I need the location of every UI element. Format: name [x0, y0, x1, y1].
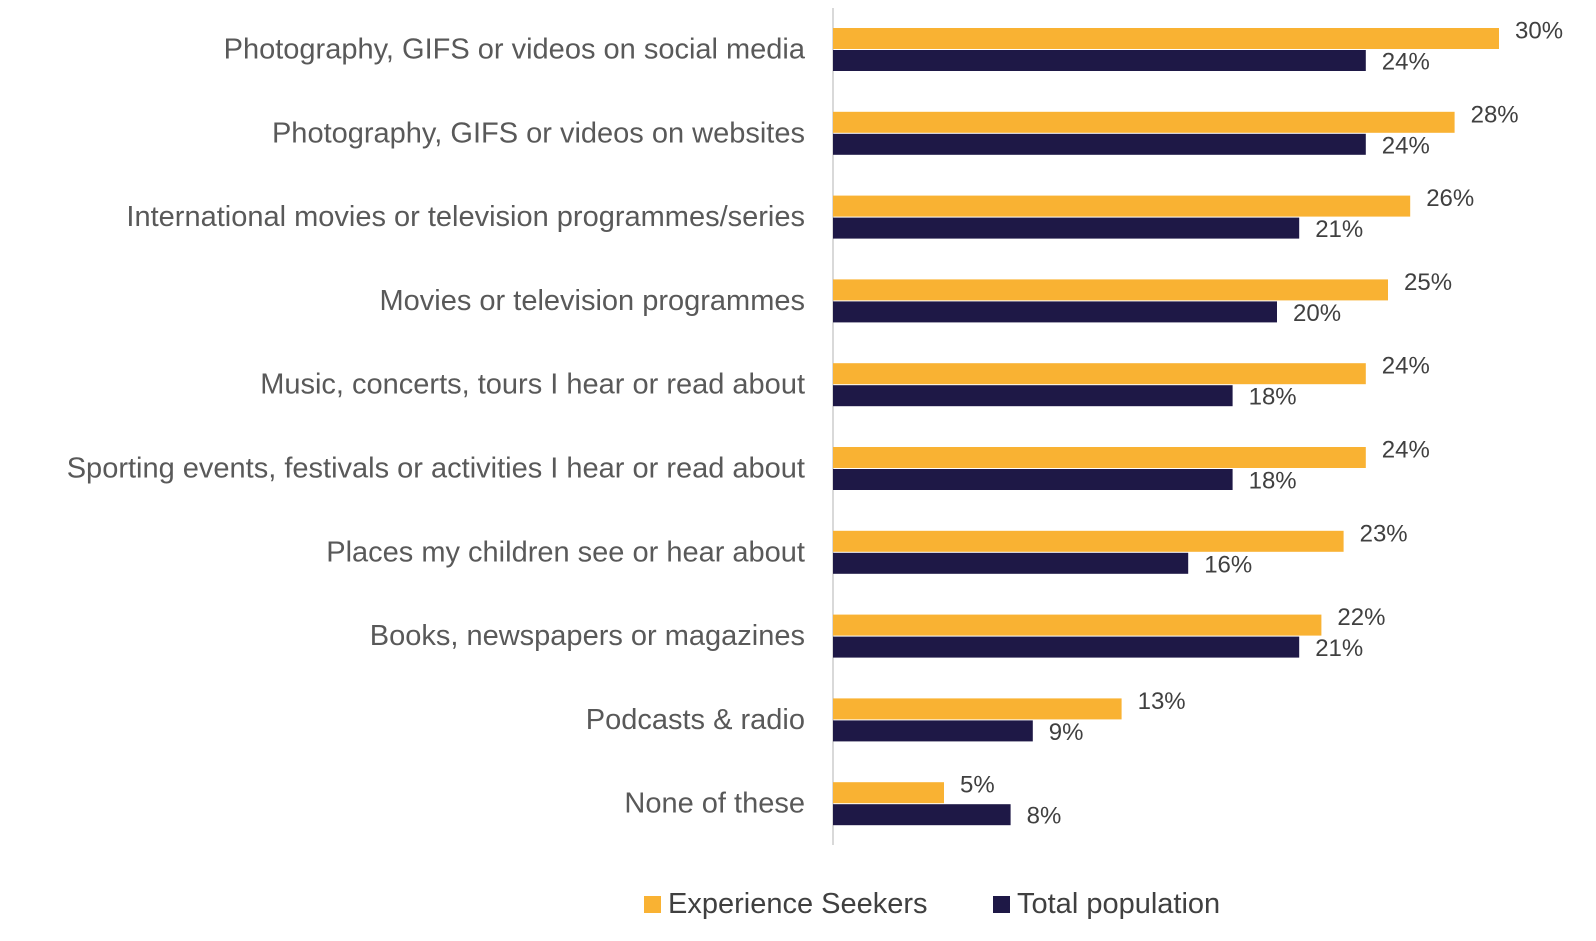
bar-total-population	[833, 720, 1033, 742]
category-label: Books, newspapers or magazines	[370, 620, 805, 652]
legend: Experience Seekers Total population	[644, 888, 1220, 920]
bars	[833, 28, 1499, 826]
bar-total-population	[833, 217, 1300, 239]
data-label-experience-seekers: 22%	[1337, 604, 1385, 631]
data-label-total-population: 24%	[1382, 132, 1430, 159]
bar-total-population	[833, 552, 1189, 574]
bar-experience-seekers	[833, 782, 944, 804]
bar-experience-seekers	[833, 447, 1366, 468]
category-label: Music, concerts, tours I hear or read ab…	[260, 369, 805, 401]
data-label-total-population: 21%	[1315, 635, 1363, 662]
bar-total-population	[833, 50, 1366, 71]
bar-experience-seekers	[833, 111, 1455, 133]
bar-experience-seekers	[833, 530, 1344, 552]
category-label: International movies or television progr…	[126, 201, 805, 233]
category-label: Places my children see or hear about	[326, 536, 805, 568]
legend-label-experience-seekers: Experience Seekers	[668, 888, 928, 920]
category-label: Podcasts & radio	[586, 704, 805, 736]
category-label: None of these	[624, 788, 805, 820]
data-label-experience-seekers: 5%	[960, 772, 995, 799]
data-label-experience-seekers: 25%	[1404, 269, 1452, 296]
bar-total-population	[833, 301, 1277, 323]
bar-total-population	[833, 469, 1233, 490]
data-label-experience-seekers: 24%	[1382, 437, 1430, 464]
legend-swatch-total-population	[993, 896, 1010, 913]
bar-total-population	[833, 133, 1366, 155]
data-label-experience-seekers: 13%	[1138, 688, 1186, 715]
data-label-total-population: 21%	[1315, 216, 1363, 243]
category-label: Sporting events, festivals or activities…	[67, 453, 805, 485]
bar-total-population	[833, 804, 1011, 826]
data-label-total-population: 8%	[1027, 803, 1062, 830]
data-label-experience-seekers: 30%	[1515, 18, 1563, 45]
data-label-experience-seekers: 23%	[1360, 520, 1408, 547]
data-label-total-population: 9%	[1049, 719, 1084, 746]
bar-experience-seekers	[833, 614, 1322, 636]
bar-total-population	[833, 636, 1300, 658]
data-labels: 30% 28% 26% 25% 24% 24% 23% 22% 13% 5% 24% 24% 21% 20…	[960, 18, 1563, 830]
category-label: Movies or television programmes	[380, 285, 805, 317]
data-label-total-population: 20%	[1293, 300, 1341, 327]
category-label: Photography, GIFS or videos on websites	[272, 117, 805, 149]
data-label-total-population: 18%	[1249, 468, 1297, 495]
category-labels: Photography, GIFS or videos on social me…	[67, 34, 806, 820]
data-label-experience-seekers: 24%	[1382, 353, 1430, 380]
data-label-total-population: 24%	[1382, 49, 1430, 76]
bar-experience-seekers	[833, 279, 1388, 301]
data-label-experience-seekers: 26%	[1426, 185, 1474, 212]
data-label-total-population: 18%	[1249, 384, 1297, 411]
legend-label-total-population: Total population	[1017, 888, 1220, 920]
legend-swatch-experience-seekers	[644, 896, 661, 913]
bar-experience-seekers	[833, 28, 1499, 49]
bar-total-population	[833, 385, 1233, 407]
data-label-experience-seekers: 28%	[1471, 101, 1519, 128]
bar-experience-seekers	[833, 195, 1411, 217]
data-label-total-population: 16%	[1204, 551, 1252, 578]
bar-experience-seekers	[833, 698, 1122, 720]
category-label: Photography, GIFS or videos on social me…	[224, 34, 806, 66]
bar-experience-seekers	[833, 363, 1366, 385]
